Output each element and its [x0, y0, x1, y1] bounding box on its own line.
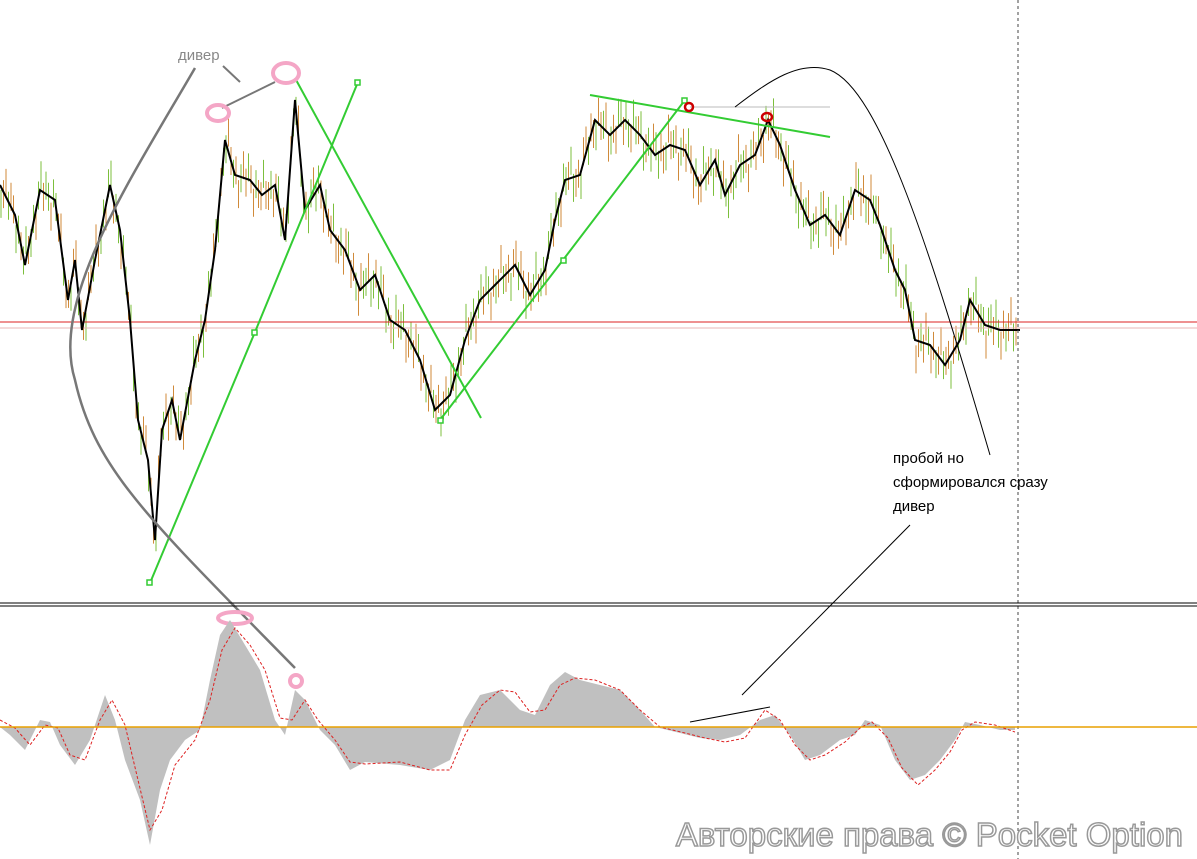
- arrow-arc: [734, 66, 991, 456]
- marker-circles: [683, 101, 774, 123]
- divergence-curve: [69, 67, 296, 669]
- divergence-line: [221, 81, 276, 109]
- watermark: Авторские права © Pocket Option: [676, 816, 1183, 853]
- annotation: дивер: [178, 47, 220, 64]
- trend-handles: [146, 79, 688, 586]
- signal-line: [0, 627, 1016, 832]
- oscillator-histogram: [0, 620, 1015, 845]
- divergence-line: [689, 706, 771, 723]
- highlight-ellipses: [205, 61, 304, 689]
- pointer-line: [222, 65, 241, 83]
- annotation: пробой но: [893, 450, 964, 467]
- annotation: сформировался сразу: [893, 474, 1048, 491]
- moving-average: [0, 99, 1020, 541]
- annotation: дивер: [893, 498, 935, 515]
- arrow-line: [741, 524, 911, 696]
